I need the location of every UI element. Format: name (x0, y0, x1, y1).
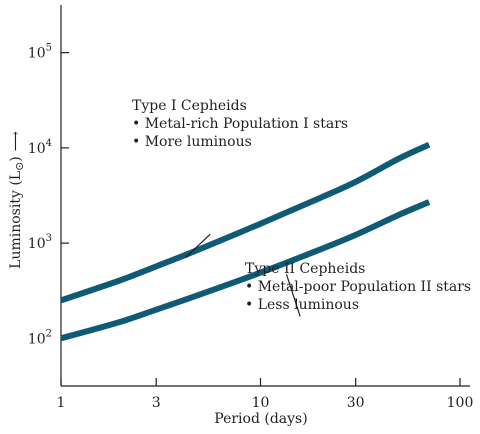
x-tick-label: 1 (57, 395, 66, 411)
type-ii-annotation: Type II Cepheids • Metal-poor Population … (245, 261, 471, 317)
x-tick-label: 3 (152, 395, 161, 411)
y-axis-title-close: ) (8, 156, 24, 161)
x-tick-label: 10 (252, 395, 270, 411)
x-ticks: 1 3 10 30 100 (57, 378, 474, 411)
annotation-pointer-line (184, 233, 211, 259)
y-tick-label: 103 (28, 233, 52, 252)
x-tick-label: 30 (347, 395, 365, 411)
y-tick-label: 102 (28, 328, 52, 347)
y-tick-exponent: 2 (46, 328, 52, 339)
series-curves (60, 141, 431, 342)
y-axis-title-sun-symbol: ⊙ (13, 162, 26, 171)
y-tick-exponent: 5 (46, 43, 52, 54)
y-tick-base: 10 (28, 141, 46, 157)
y-tick-base: 10 (28, 331, 46, 347)
annotation-bullet: • More luminous (132, 134, 252, 150)
x-axis-title: Period (days) (214, 411, 307, 427)
type-i-annotation: Type I Cepheids • Metal-rich Population I… (132, 98, 348, 259)
axes (60, 5, 470, 387)
annotation-title: Type II Cepheids (245, 261, 365, 277)
y-tick-exponent: 4 (46, 138, 52, 149)
annotation-bullet: • Metal-rich Population I stars (132, 116, 348, 132)
annotations: Type I Cepheids • Metal-rich Population I… (132, 98, 471, 317)
annotation-bullet: • Metal-poor Population II stars (245, 279, 471, 295)
type-i-cepheids-curve (60, 141, 431, 304)
x-tick-label: 100 (447, 395, 474, 411)
type-ii-cepheids-curve (60, 199, 431, 342)
y-axis-title: Luminosity (L⊙) ⟶ (8, 131, 26, 269)
y-axis-title-text: Luminosity (L (8, 171, 24, 269)
annotation-bullet: • Less luminous (245, 297, 359, 313)
y-tick-label: 105 (28, 43, 52, 62)
y-tick-exponent: 3 (46, 233, 52, 244)
y-tick-label: 104 (28, 138, 52, 157)
y-axis-title-arrow: ⟶ (8, 131, 24, 151)
annotation-pointer-line (285, 274, 301, 317)
y-tick-base: 10 (28, 46, 46, 62)
annotation-title: Type I Cepheids (132, 98, 247, 114)
y-tick-base: 10 (28, 236, 46, 252)
